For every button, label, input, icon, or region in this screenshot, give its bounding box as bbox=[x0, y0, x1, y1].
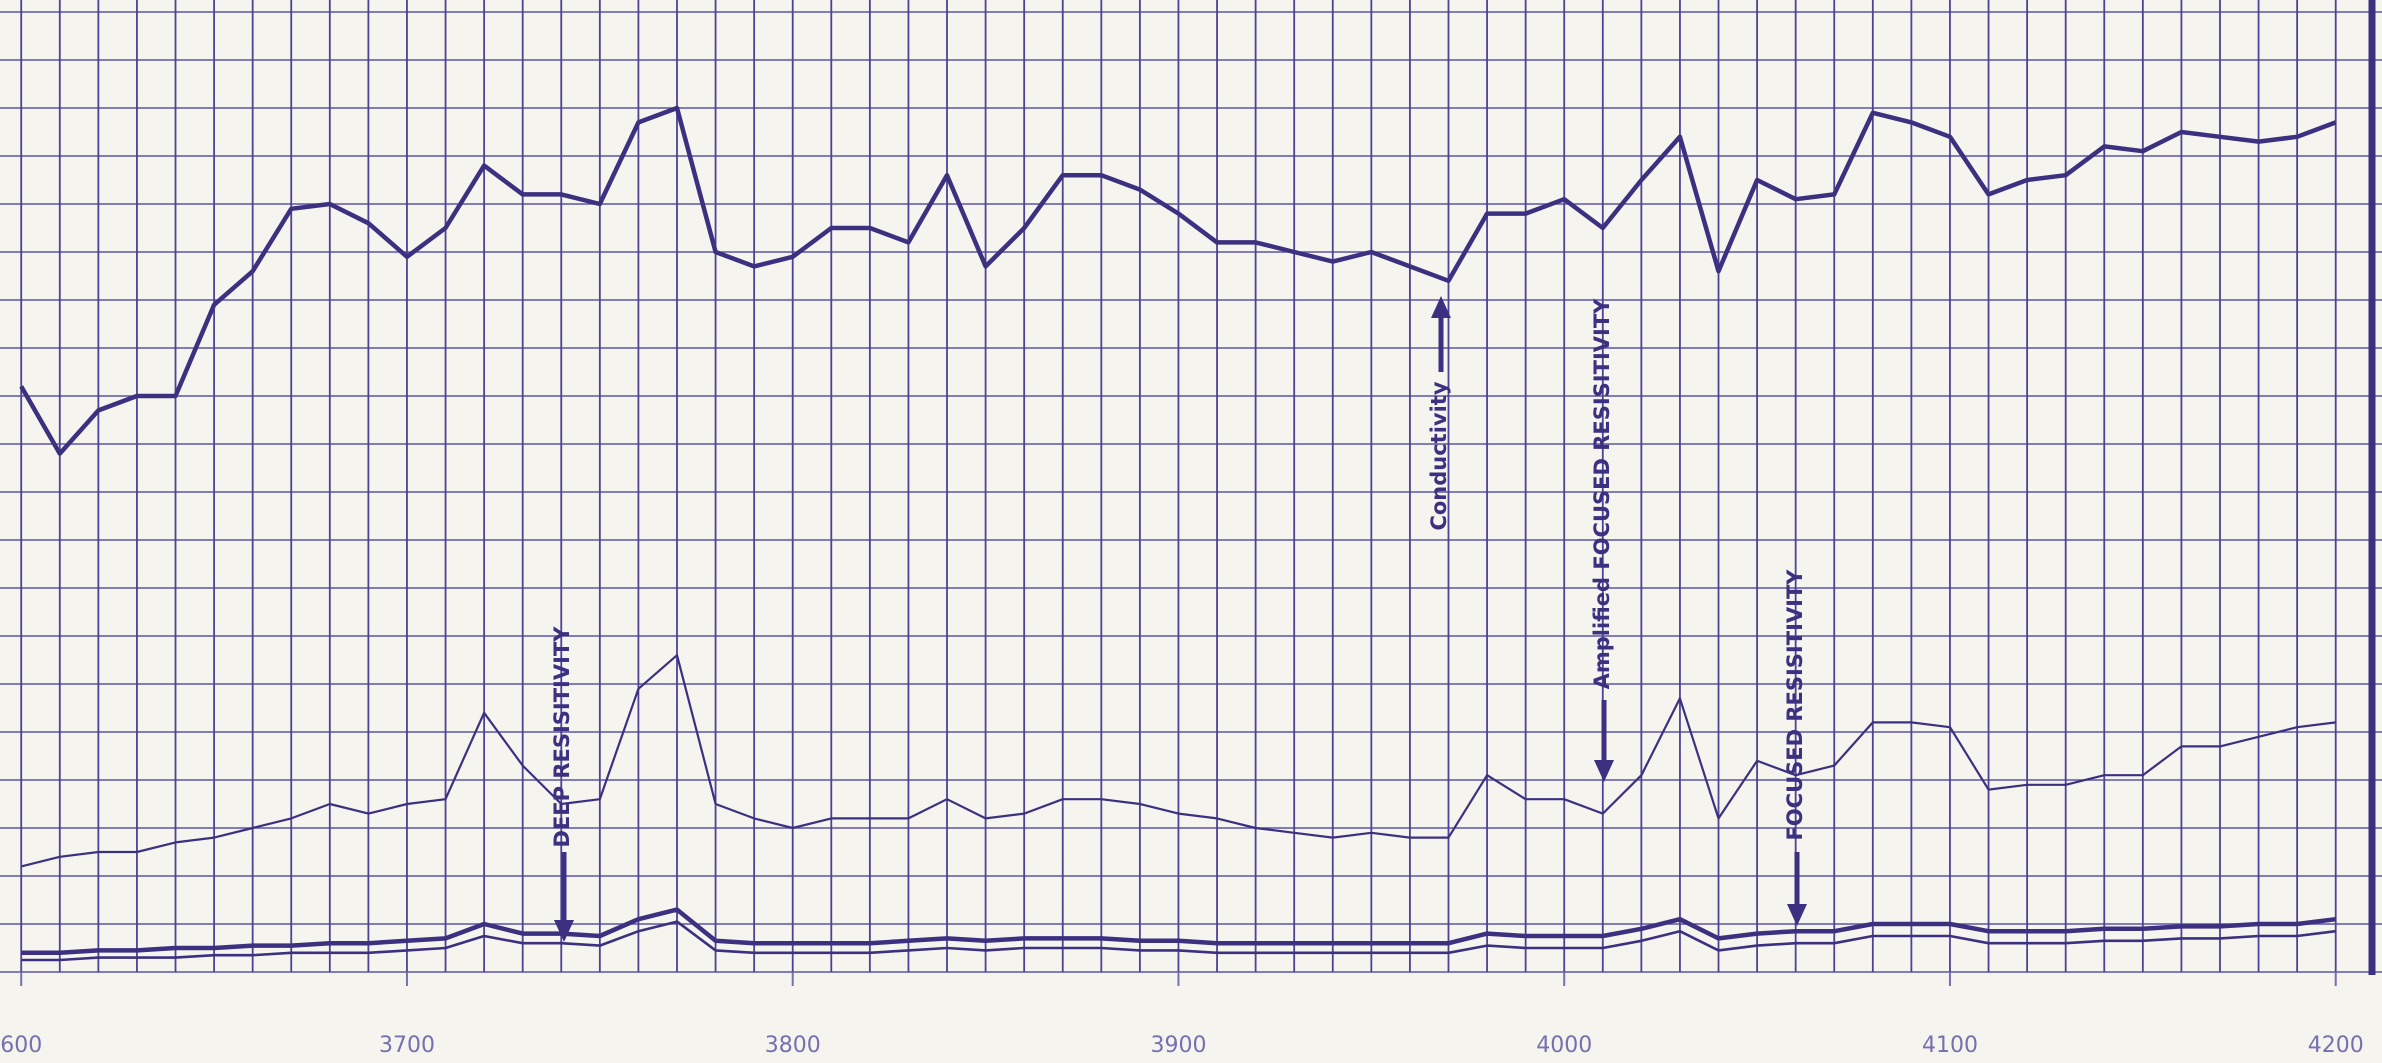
labels: 600 3700 3800 3900 4000 4100 4200 Conductivity A… bbox=[0, 296, 2364, 1058]
arrow-head bbox=[554, 920, 574, 942]
curves bbox=[19, 105, 2337, 962]
curve bbox=[21, 920, 2336, 962]
curve bbox=[20, 654, 2336, 868]
grid bbox=[0, 0, 2382, 986]
x-tick-label: 3900 bbox=[1150, 1033, 1206, 1058]
arrow-head bbox=[1431, 296, 1451, 318]
curve-label: Conductivity bbox=[1427, 381, 1451, 530]
arrow-head bbox=[1594, 760, 1614, 782]
x-tick-label: 4000 bbox=[1536, 1033, 1592, 1058]
curve bbox=[19, 105, 2337, 456]
x-tick-label: 4200 bbox=[2308, 1033, 2364, 1058]
curve-label: FOCUSED RESISITIVITY bbox=[1783, 569, 1807, 841]
curve bbox=[21, 907, 2336, 956]
curve-label: DEEP RESISITIVITY bbox=[550, 626, 574, 848]
x-tick-label: 4100 bbox=[1922, 1033, 1978, 1058]
x-tick-label: 3700 bbox=[379, 1033, 435, 1058]
x-tick-label: 3800 bbox=[765, 1033, 821, 1058]
curve-label: Amplified FOCUSED RESISITIVITY bbox=[1590, 298, 1614, 690]
x-tick-label: 600 bbox=[0, 1033, 42, 1058]
arrow-head bbox=[1787, 904, 1807, 926]
